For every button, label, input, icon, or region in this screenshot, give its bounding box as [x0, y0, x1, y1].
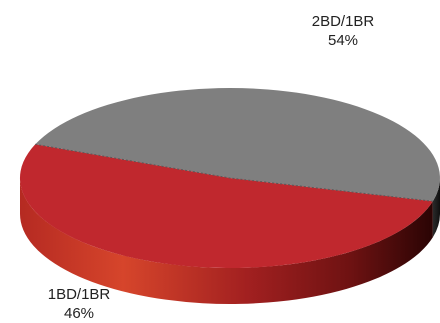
slice-category-label: 1BD/1BR — [47, 286, 111, 303]
pie-slice-side-1bd-1br — [20, 178, 433, 304]
slice-label-1bd-1br: 1BD/1BR 46% — [34, 285, 124, 323]
slice-divider — [35, 143, 433, 202]
slice-category-label: 2BD/1BR — [311, 13, 375, 30]
pie-slice-1bd-1br — [19, 144, 433, 269]
slice-value-label: 46% — [63, 305, 95, 322]
slice-value-label: 54% — [327, 32, 359, 49]
pie-slice-2bd-1br — [35, 88, 440, 202]
pie-slice-side-2bd-1br — [432, 178, 440, 238]
slice-label-2bd-1br: 2BD/1BR 54% — [300, 12, 386, 50]
